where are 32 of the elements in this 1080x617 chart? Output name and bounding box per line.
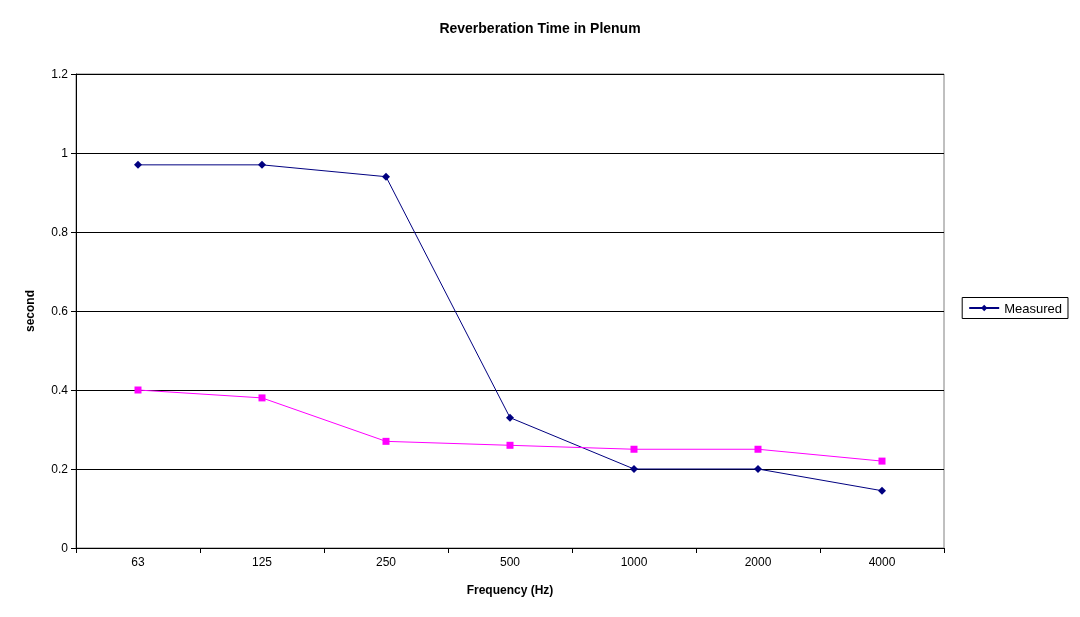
y-tick-label: 0 [61, 541, 69, 555]
x-tick-label: 1000 [620, 555, 648, 569]
point [754, 465, 762, 473]
x-tick-label: 125 [251, 555, 273, 569]
y-tick-label: 0.4 [51, 383, 69, 397]
y-tick-label: 0.2 [51, 462, 69, 476]
chart-title: Reverberation Time in Plenum [439, 20, 641, 36]
y-tick-label: 0.6 [51, 304, 69, 318]
x-tick-label: 4000 [868, 555, 896, 569]
point [382, 172, 390, 181]
y-tick-label: 0.8 [51, 225, 69, 239]
legend-label: Measured [1004, 300, 1062, 316]
x-axis-title: Frequency (Hz) [466, 583, 554, 597]
point [630, 445, 638, 453]
point [134, 386, 142, 394]
point [382, 437, 390, 445]
point [134, 160, 142, 169]
x-tick-label: 500 [499, 555, 521, 569]
point [506, 441, 514, 449]
y-tick-label: 1.2 [51, 67, 69, 81]
y-axis-title: second [23, 289, 37, 333]
y-tick-label: 1 [61, 146, 69, 160]
point [878, 486, 886, 495]
point [878, 457, 886, 465]
point [754, 445, 762, 453]
point [506, 413, 514, 422]
point [258, 394, 266, 402]
x-tick-label: 2000 [744, 555, 772, 569]
point [258, 160, 266, 169]
x-tick-label: 63 [131, 555, 145, 569]
x-tick-label: 250 [375, 555, 397, 569]
point [630, 465, 638, 473]
